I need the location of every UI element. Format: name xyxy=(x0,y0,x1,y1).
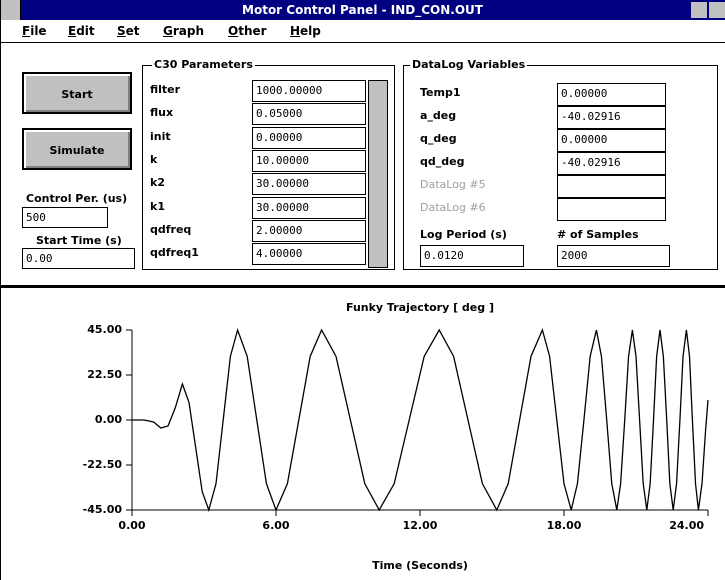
x-tick-label: 24.00 xyxy=(669,519,704,532)
param-label: init xyxy=(150,130,171,143)
group-title: DataLog Variables xyxy=(410,58,527,71)
maximize-button[interactable] xyxy=(709,2,725,18)
app-window: Motor Control Panel - IND_CON.OUT C30 Pa… xyxy=(0,0,725,580)
text-field[interactable]: 2000 xyxy=(557,245,670,267)
param-value[interactable]: 2.00000 xyxy=(252,220,366,242)
button[interactable]: Start xyxy=(22,72,132,114)
datalog-label: qd_deg xyxy=(420,155,464,168)
param-label: k1 xyxy=(150,200,165,213)
menu-item[interactable]: Help xyxy=(290,22,321,40)
y-tick-label: 0.00 xyxy=(95,413,122,426)
param-value[interactable]: 10.00000 xyxy=(252,150,366,172)
param-label: flux xyxy=(150,106,173,119)
title-bar: Motor Control Panel - IND_CON.OUT xyxy=(0,0,725,20)
param-value[interactable]: 0.00000 xyxy=(252,127,366,149)
menu-item[interactable]: File xyxy=(22,22,47,40)
datalog-label: Temp1 xyxy=(420,86,461,99)
x-tick-label: 6.00 xyxy=(262,519,289,532)
text-field[interactable]: 500 xyxy=(22,207,108,228)
datalog-value[interactable] xyxy=(557,198,666,221)
scrollbar[interactable] xyxy=(368,80,388,268)
param-value[interactable]: 0.05000 xyxy=(252,103,366,125)
param-value[interactable]: 1000.00000 xyxy=(252,80,366,102)
chart: Funky Trajectory [ deg ] Time (Seconds) 45… xyxy=(0,288,725,580)
menu-divider xyxy=(0,42,725,43)
y-tick-label: 22.50 xyxy=(87,368,122,381)
datalog-label: a_deg xyxy=(420,109,456,122)
y-tick-label: 45.00 xyxy=(87,323,122,336)
datalog-value[interactable] xyxy=(557,175,666,198)
text-field[interactable]: 0.00 xyxy=(22,248,135,269)
menu-item[interactable]: Other xyxy=(228,22,267,40)
y-tick-label: -22.50 xyxy=(83,458,123,471)
text-field[interactable]: 0.0120 xyxy=(420,245,524,267)
param-value[interactable]: 4.00000 xyxy=(252,243,366,265)
datalog-value[interactable]: 0.00000 xyxy=(557,129,666,152)
button[interactable]: Simulate xyxy=(22,128,132,170)
field-label: Start Time (s) xyxy=(36,234,122,247)
field-label: # of Samples xyxy=(557,228,639,241)
param-label: k xyxy=(150,153,157,166)
menu-item[interactable]: Set xyxy=(117,22,140,40)
param-value[interactable]: 30.00000 xyxy=(252,173,366,195)
datalog-value[interactable]: -40.02916 xyxy=(557,152,666,175)
datalog-label: DataLog #6 xyxy=(420,201,486,214)
field-label: Control Per. (us) xyxy=(26,192,127,205)
menu-item[interactable]: Edit xyxy=(68,22,95,40)
x-tick-label: 18.00 xyxy=(547,519,582,532)
param-label: qdfreq1 xyxy=(150,246,199,259)
field-label: Log Period (s) xyxy=(420,228,507,241)
datalog-value[interactable]: 0.00000 xyxy=(557,83,666,106)
param-label: filter xyxy=(150,83,180,96)
y-tick-label: -45.00 xyxy=(83,503,123,516)
param-label: k2 xyxy=(150,176,165,189)
system-menu-button[interactable] xyxy=(0,0,21,20)
datalog-value[interactable]: -40.02916 xyxy=(557,106,666,129)
datalog-label: q_deg xyxy=(420,132,457,145)
group-title: C30 Parameters xyxy=(152,58,255,71)
chart-title: Funky Trajectory [ deg ] xyxy=(346,301,494,314)
x-tick-label: 12.00 xyxy=(403,519,438,532)
x-tick-label: 0.00 xyxy=(118,519,145,532)
param-value[interactable]: 30.00000 xyxy=(252,197,366,219)
data-line xyxy=(132,330,708,510)
x-axis-label: Time (Seconds) xyxy=(372,559,468,572)
menu-item[interactable]: Graph xyxy=(163,22,204,40)
datalog-label: DataLog #5 xyxy=(420,178,486,191)
minimize-button[interactable] xyxy=(691,2,707,18)
param-label: qdfreq xyxy=(150,223,191,236)
